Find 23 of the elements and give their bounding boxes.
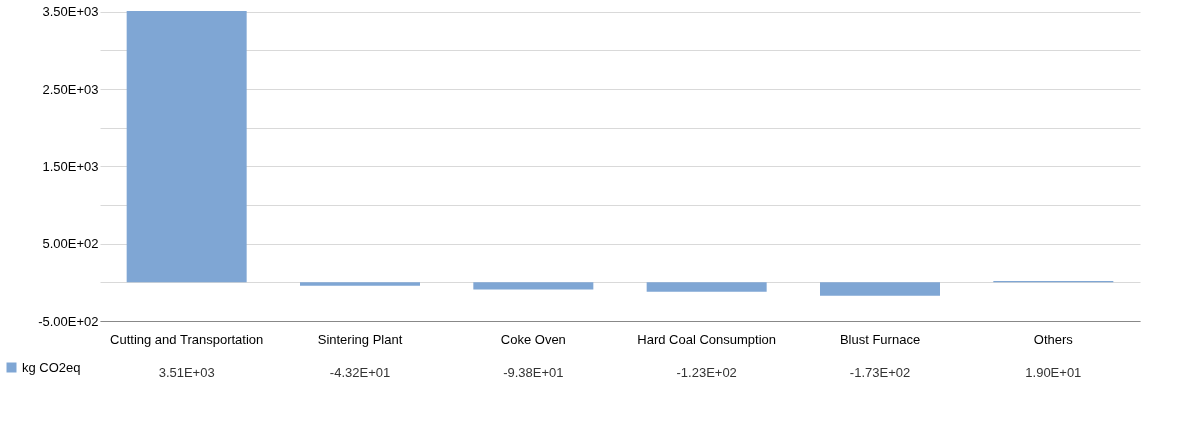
bar	[646, 282, 767, 292]
y-tick-label: 1.50E+03	[42, 158, 99, 174]
legend-label: kg CO2eq	[22, 359, 81, 375]
bar	[820, 282, 940, 296]
y-tick-label: 3.50E+03	[42, 4, 99, 20]
data-label: 1.90E+01	[1025, 365, 1082, 380]
x-tick-label: Sintering Plant	[317, 331, 403, 347]
bar	[126, 11, 247, 283]
y-tick-label: 2.50E+03	[42, 81, 99, 97]
data-label: -1.73E+02	[849, 365, 911, 380]
data-label: -4.32E+01	[329, 365, 391, 380]
x-tick-label: Blust Furnace	[839, 331, 921, 347]
x-tick-label: Cutting and Transportation	[110, 331, 264, 347]
x-tick-label: Hard Coal Consumption	[637, 331, 777, 347]
y-tick-label: 5.00E+02	[42, 236, 99, 252]
data-label: -1.23E+02	[676, 365, 737, 380]
data-label: -9.38E+01	[503, 365, 564, 380]
y-tick-label: -5.00E+02	[38, 313, 99, 329]
data-label: 3.51E+03	[158, 365, 215, 380]
x-tick-label: Coke Oven	[500, 331, 566, 347]
bar	[300, 282, 420, 286]
x-tick-label: Others	[1033, 331, 1074, 347]
bar	[473, 282, 594, 290]
